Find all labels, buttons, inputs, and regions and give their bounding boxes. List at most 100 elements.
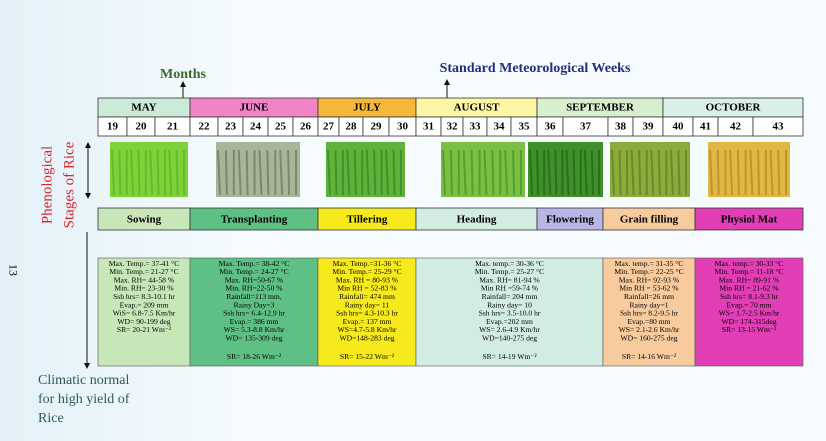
weeks-label: Standard Meteorological Weeks xyxy=(440,61,631,76)
month-name: AUGUST xyxy=(454,102,501,114)
week-number: 23 xyxy=(225,121,237,133)
climate-line: Ssh hrs= 8.2-9.5 hr xyxy=(620,309,679,318)
month-name: MAY xyxy=(131,102,156,114)
climate-line: WD= 160-275 deg xyxy=(620,333,677,342)
photo-texture xyxy=(547,149,552,196)
photo-texture xyxy=(669,149,674,196)
climate-box xyxy=(189,257,319,367)
climate-line: Max. temp.= 31-35 °C xyxy=(615,259,684,268)
climate-line: Min. RH= 23-30 % xyxy=(114,284,174,293)
stage-name: Flowering xyxy=(546,214,594,226)
climatic-label: Rice xyxy=(38,411,64,426)
photo-texture xyxy=(630,149,635,196)
climate-line: SR= 20-21 Wm⁻² xyxy=(117,325,172,334)
stage-name: Grain filling xyxy=(620,214,679,226)
climate-line: Rainfall=26 mm xyxy=(624,292,674,301)
photo-texture xyxy=(118,149,122,196)
climate-line: Evap.=80 mm xyxy=(627,317,670,326)
photo-texture xyxy=(650,149,655,196)
climate-line: SR= 18-26 Wm⁻² xyxy=(227,352,282,361)
photo-texture xyxy=(442,149,446,196)
climate-line: SR= 14-19 Wm⁻² xyxy=(482,352,537,361)
stage-name: Tillering xyxy=(347,214,388,226)
week-number: 28 xyxy=(346,121,358,133)
week-number: 38 xyxy=(615,121,627,133)
photo-texture xyxy=(258,149,263,196)
week-number: 22 xyxy=(199,121,211,133)
stage-name: Sowing xyxy=(127,214,162,226)
photo-texture xyxy=(638,149,642,196)
week-number: 40 xyxy=(673,121,685,133)
climate-line: Min. Temp.= 24-27 °C xyxy=(219,267,288,276)
photo-texture xyxy=(245,149,249,196)
climate-line: Evap.= 70 mm xyxy=(727,300,772,309)
week-number: 21 xyxy=(167,121,178,133)
climate-line: Min. Temp.= 11-18 °C xyxy=(714,267,783,276)
stage-cell xyxy=(694,207,804,231)
climate-line: Rainy day= 10 xyxy=(487,300,532,309)
month-name: JULY xyxy=(353,102,381,114)
stage-photo xyxy=(528,142,603,197)
photo-texture xyxy=(554,149,558,196)
stage-photo xyxy=(326,142,405,197)
photo-texture xyxy=(470,149,474,196)
photo-texture xyxy=(677,149,681,196)
climate-line: WS= 2.6-4.9 Km/hr xyxy=(479,325,540,334)
climate-line: SR= 14-16 Wm⁻² xyxy=(622,352,677,361)
photo-texture xyxy=(483,149,488,196)
climate-line: Min RH = 21-62 % xyxy=(719,284,779,293)
week-number: 35 xyxy=(519,121,531,133)
climate-line: Max. Temp.= 38-42 °C xyxy=(219,259,290,268)
week-number: 29 xyxy=(371,121,383,133)
climate-line: SR= 13-15 Wm⁻² xyxy=(722,325,777,334)
week-number: 27 xyxy=(323,121,335,133)
photo-texture xyxy=(137,149,141,196)
photo-texture xyxy=(529,149,533,196)
photo-texture xyxy=(373,149,377,196)
week-number: 26 xyxy=(300,121,312,133)
climate-line: Max. RH= 89-91 % xyxy=(719,275,780,284)
photo-texture xyxy=(266,149,270,196)
month-name: OCTOBER xyxy=(706,102,762,114)
climate-line: Rainfall=113 mm, xyxy=(226,292,282,301)
climatic-label: Climatic normal xyxy=(38,373,129,388)
climate-box xyxy=(415,257,604,367)
photo-texture xyxy=(385,149,390,196)
climate-line: Evap.= 137 mm xyxy=(343,317,392,326)
photo-texture xyxy=(156,149,160,196)
month-name: JUNE xyxy=(240,102,269,114)
climate-line: Min. Temp.= 25-29 °C xyxy=(332,267,401,276)
week-number: 32 xyxy=(447,121,459,133)
climate-line: Min. Temp.= 25-27 °C xyxy=(475,267,544,276)
photo-texture xyxy=(462,149,467,196)
week-number: 33 xyxy=(470,121,482,133)
climate-line: WD= 90-199 deg xyxy=(117,317,170,326)
climate-line: Rainy Day=3 xyxy=(234,300,275,309)
photo-texture xyxy=(618,149,622,196)
climate-line: Min RH =59-74 % xyxy=(481,284,539,293)
month-name: SEPTEMBER xyxy=(566,102,635,114)
climate-line: Max. RH= 44-58 % xyxy=(114,275,175,284)
climate-line: Rainy day=1 xyxy=(629,300,668,309)
climate-line: WiS= 6.8-7.5 Km/hr xyxy=(113,309,176,318)
climate-line: Ssh hrs= 8.3-10.1 hr xyxy=(113,292,175,301)
photo-texture xyxy=(149,149,154,196)
photo-texture xyxy=(657,149,661,196)
climate-line: Rainy day= 11 xyxy=(345,300,390,309)
climate-line: Max. RH = 80-93 % xyxy=(336,275,399,284)
week-number: 42 xyxy=(730,121,742,133)
climate-line: WS= 1.7-2.5 Km/hr xyxy=(719,309,780,318)
photo-texture xyxy=(224,149,228,196)
climatic-label: for high yield of xyxy=(38,392,130,407)
photo-texture xyxy=(237,149,242,196)
photo-texture xyxy=(346,149,351,196)
photo-texture xyxy=(565,149,570,196)
climate-line: WD= 174-315deg xyxy=(721,317,776,326)
photo-texture xyxy=(175,149,179,196)
months-label: Months xyxy=(160,67,206,82)
climate-line: Max. temp.= 30-36 °C xyxy=(475,259,544,268)
climate-line: Min. RH=22-50 % xyxy=(225,284,283,293)
climate-line: WS=4.7-5.8 Km/hr xyxy=(338,325,397,334)
stages-label: Stages of Rice xyxy=(61,141,77,228)
